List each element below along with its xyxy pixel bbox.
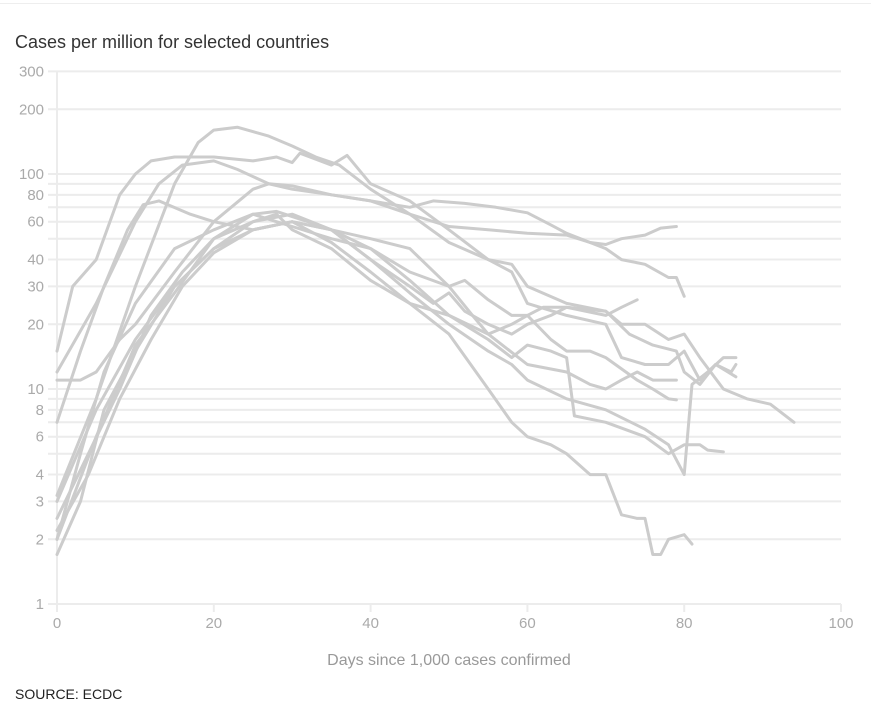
series-line-10 bbox=[55, 220, 738, 532]
y-tick-label: 4 bbox=[36, 467, 44, 484]
gridlines bbox=[48, 70, 842, 612]
y-tick-label: 30 bbox=[27, 278, 44, 295]
y-tick-label: 200 bbox=[19, 101, 44, 118]
y-tick-label: 8 bbox=[36, 402, 44, 419]
x-tick-label: 0 bbox=[53, 615, 61, 632]
y-tick-label: 80 bbox=[27, 187, 44, 204]
x-tick-label: 80 bbox=[676, 615, 693, 632]
y-tick-label: 3 bbox=[36, 493, 44, 510]
series-line-6 bbox=[55, 212, 678, 541]
x-axis-ticks: 0 20 40 60 80 100 bbox=[53, 615, 854, 632]
y-tick-label: 60 bbox=[27, 214, 44, 231]
x-tick-label: 100 bbox=[828, 615, 853, 632]
y-tick-label: 10 bbox=[27, 381, 44, 398]
y-tick-label: 6 bbox=[36, 429, 44, 446]
y-tick-label: 1 bbox=[36, 596, 44, 613]
source-note: SOURCE: ECDC bbox=[15, 686, 123, 702]
series-line-9 bbox=[55, 220, 694, 556]
series-line-1 bbox=[55, 125, 796, 497]
series-line-3 bbox=[55, 159, 678, 374]
y-tick-label: 2 bbox=[36, 531, 44, 548]
y-axis-ticks: 1 2 3 4 6 8 10 20 30 40 60 80 100 200 300 bbox=[19, 63, 44, 613]
top-divider bbox=[0, 3, 871, 4]
series-line-2 bbox=[55, 151, 738, 382]
y-tick-label: 300 bbox=[19, 63, 44, 80]
x-tick-label: 60 bbox=[519, 615, 536, 632]
x-tick-label: 20 bbox=[205, 615, 222, 632]
series-line-7 bbox=[55, 212, 678, 556]
series-line-11 bbox=[55, 209, 725, 541]
y-tick-label: 100 bbox=[19, 166, 44, 183]
chart-title: Cases per million for selected countries bbox=[15, 32, 330, 52]
x-axis-title: Days since 1,000 cases confirmed bbox=[327, 652, 571, 669]
series-line-8 bbox=[55, 212, 639, 520]
series-line-4 bbox=[55, 182, 686, 382]
y-tick-label: 20 bbox=[27, 316, 44, 333]
y-tick-label: 40 bbox=[27, 252, 44, 269]
series-lines bbox=[55, 125, 796, 556]
x-tick-label: 40 bbox=[362, 615, 379, 632]
